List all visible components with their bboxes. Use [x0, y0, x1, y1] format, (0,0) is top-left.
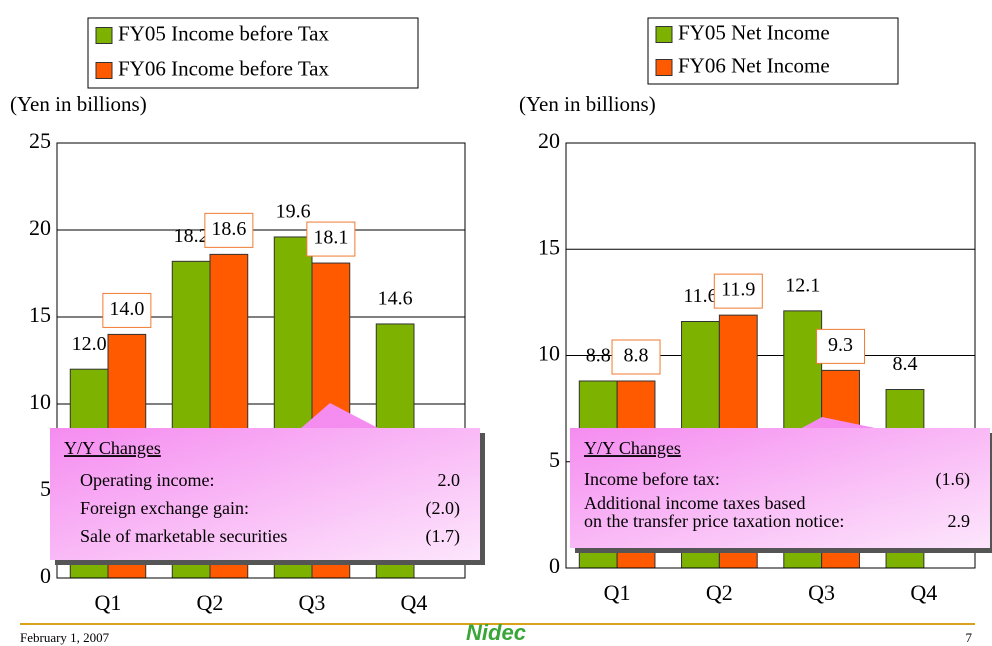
value-label-box	[816, 328, 866, 364]
callout-pointer	[800, 417, 880, 429]
value-label: 19.6	[276, 201, 311, 223]
legend-label: FY05 Income before Tax	[118, 21, 329, 45]
x-tick-label: Q1	[604, 580, 631, 605]
x-tick-label: Q3	[808, 580, 835, 605]
callout-value: 2.9	[948, 511, 971, 531]
value-label: 18.2	[174, 225, 209, 247]
value-label: 8.8	[586, 345, 611, 367]
y-tick-label: 5	[549, 447, 560, 472]
callout-value: 2.0	[438, 470, 461, 490]
y-tick-label: 0	[40, 563, 51, 588]
legend-label: FY05 Net Income	[678, 20, 830, 44]
value-label: 14.0	[109, 298, 144, 320]
x-tick-label: Q4	[401, 590, 428, 615]
callout-label: on the transfer price taxation notice:	[584, 511, 844, 531]
callout-label: Sale of marketable securities	[80, 526, 287, 546]
value-label: 18.6	[211, 218, 246, 240]
x-tick-label: Q3	[299, 590, 326, 615]
value-label: 12.0	[72, 333, 107, 355]
x-tick-label: Q4	[910, 580, 937, 605]
y-tick-label: 25	[29, 128, 51, 153]
value-label: 8.8	[624, 345, 649, 367]
legend-label: FY06 Net Income	[678, 53, 830, 77]
value-label: 18.1	[313, 227, 348, 249]
legend-swatch	[95, 27, 113, 44]
legend-swatch	[95, 62, 113, 79]
value-label: 11.9	[721, 279, 755, 301]
value-label-box	[713, 273, 763, 309]
value-label-box	[102, 292, 152, 328]
footer-page: 7	[966, 630, 973, 645]
unit-label: (Yen in billions)	[10, 92, 147, 116]
callout-label: Foreign exchange gain:	[80, 498, 249, 518]
callout-pointer	[300, 403, 380, 429]
x-tick-label: Q1	[95, 590, 122, 615]
callout-box	[570, 428, 990, 548]
callout-label: Income before tax:	[584, 469, 720, 489]
legend-box	[87, 17, 419, 89]
footer-logo: Nidec	[466, 620, 526, 645]
callout-value: (1.7)	[426, 526, 461, 547]
callout-title: Y/Y Changes	[584, 438, 681, 458]
legend-box	[647, 17, 899, 85]
y-tick-label: 20	[29, 215, 51, 240]
y-tick-label: 10	[29, 389, 51, 414]
value-label-box	[204, 212, 254, 248]
x-tick-label: Q2	[197, 590, 224, 615]
value-label-box	[611, 339, 661, 375]
unit-label: (Yen in billions)	[519, 92, 656, 116]
y-tick-label: 5	[40, 476, 51, 501]
y-tick-label: 15	[29, 302, 51, 327]
value-label: 8.4	[892, 353, 917, 375]
y-tick-label: 15	[538, 234, 560, 259]
value-label: 11.6	[683, 285, 717, 307]
callout-label: Operating income:	[80, 470, 214, 490]
value-label: 9.3	[828, 334, 853, 356]
footer-date: February 1, 2007	[20, 630, 110, 645]
y-tick-label: 0	[549, 553, 560, 578]
value-label: 14.6	[378, 288, 413, 310]
legend-label: FY06 Income before Tax	[118, 56, 329, 80]
callout-label: Additional income taxes based	[584, 493, 805, 513]
x-tick-label: Q2	[706, 580, 733, 605]
callout-title: Y/Y Changes	[64, 438, 161, 458]
y-tick-label: 10	[538, 341, 560, 366]
legend-swatch	[655, 59, 673, 76]
value-label-box	[306, 221, 356, 257]
legend-swatch	[655, 26, 673, 43]
y-tick-label: 20	[538, 128, 560, 153]
callout-value: (2.0)	[426, 498, 461, 519]
value-label: 12.1	[785, 274, 820, 296]
callout-box	[50, 428, 480, 560]
callout-value: (1.6)	[936, 469, 971, 490]
